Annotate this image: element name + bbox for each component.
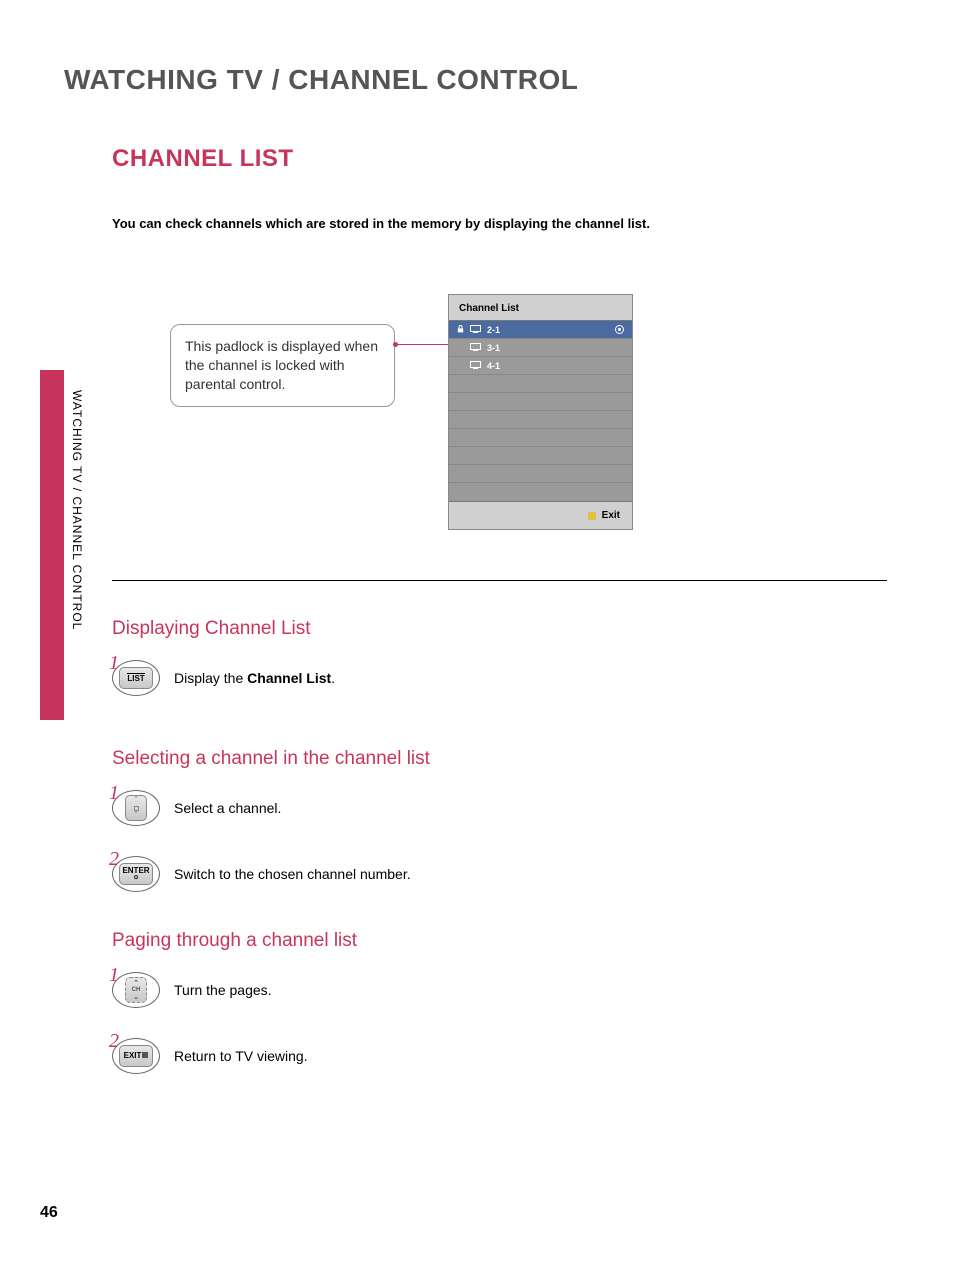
section-intro: You can check channels which are stored …: [112, 216, 650, 231]
tv-icon: [470, 343, 481, 353]
osd-row: 3-1: [449, 339, 632, 357]
step-text: Return to TV viewing.: [174, 1048, 308, 1064]
step-row: 1 ˆ ˇ Select a channel.: [112, 790, 281, 826]
nav-center-icon: [134, 806, 139, 811]
step-row: 1 ⌃ CH ⌄ Turn the pages.: [112, 972, 272, 1008]
osd-footer-label: Exit: [602, 510, 620, 521]
chevron-up-icon: ˆ: [135, 797, 137, 804]
subsection-title: Displaying Channel List: [112, 618, 311, 640]
osd-row-label: 3-1: [487, 343, 500, 353]
osd-row: [449, 465, 632, 483]
step-number: 2: [109, 848, 119, 871]
chevron-up-icon: ⌃: [133, 979, 139, 987]
osd-row: [449, 375, 632, 393]
remote-ch-button: 1 ⌃ CH ⌄: [112, 972, 160, 1008]
page-number: 46: [40, 1204, 58, 1222]
side-tab-label: WATCHING TV / CHANNEL CONTROL: [70, 390, 84, 720]
callout-box: This padlock is displayed when the chann…: [170, 324, 395, 407]
lock-icon: [457, 325, 464, 335]
step-number: 1: [109, 782, 119, 805]
osd-row: [449, 393, 632, 411]
osd-row: [449, 447, 632, 465]
tv-icon: [470, 361, 481, 371]
step-text: Display the Channel List.: [174, 670, 335, 686]
osd-list: 2-1 3-1 4-1: [449, 320, 632, 502]
divider: [112, 580, 887, 581]
osd-row: [449, 483, 632, 501]
osd-row: [449, 429, 632, 447]
step-text: Turn the pages.: [174, 982, 272, 998]
callout-connector-line: [395, 344, 455, 345]
remote-enter-button: 2 ENTER⊙: [112, 856, 160, 892]
tv-icon: [470, 325, 481, 335]
side-tab: [40, 370, 64, 720]
target-icon: [615, 325, 624, 334]
exit-marker-icon: [588, 512, 596, 520]
step-number: 2: [109, 1030, 119, 1053]
step-number: 1: [109, 652, 119, 675]
osd-row-label: 4-1: [487, 361, 500, 371]
step-row: 2 ENTER⊙ Switch to the chosen channel nu…: [112, 856, 411, 892]
remote-nav-button: 1 ˆ ˇ: [112, 790, 160, 826]
remote-exit-button: 2 EXIT: [112, 1038, 160, 1074]
osd-panel: Channel List 2-1 3-1 4-1 Exit: [448, 294, 633, 530]
exit-square-icon: [142, 1052, 148, 1058]
step-row: 2 EXIT Return to TV viewing.: [112, 1038, 308, 1074]
page-title: WATCHING TV / CHANNEL CONTROL: [64, 64, 578, 96]
chevron-down-icon: ˇ: [135, 812, 137, 819]
step-number: 1: [109, 964, 119, 987]
osd-footer: Exit: [449, 502, 632, 529]
step-row: 1 LIST Display the Channel List.: [112, 660, 335, 696]
osd-row: [449, 411, 632, 429]
step-text: Select a channel.: [174, 800, 281, 816]
subsection-title: Selecting a channel in the channel list: [112, 748, 430, 770]
chevron-down-icon: ⌄: [133, 993, 139, 1001]
section-title: CHANNEL LIST: [112, 145, 294, 173]
subsection-title: Paging through a channel list: [112, 930, 357, 952]
remote-list-button: 1 LIST: [112, 660, 160, 696]
osd-row: 4-1: [449, 357, 632, 375]
osd-header: Channel List: [449, 295, 632, 320]
osd-row: 2-1: [449, 321, 632, 339]
step-text: Switch to the chosen channel number.: [174, 866, 411, 882]
osd-row-label: 2-1: [487, 325, 500, 335]
